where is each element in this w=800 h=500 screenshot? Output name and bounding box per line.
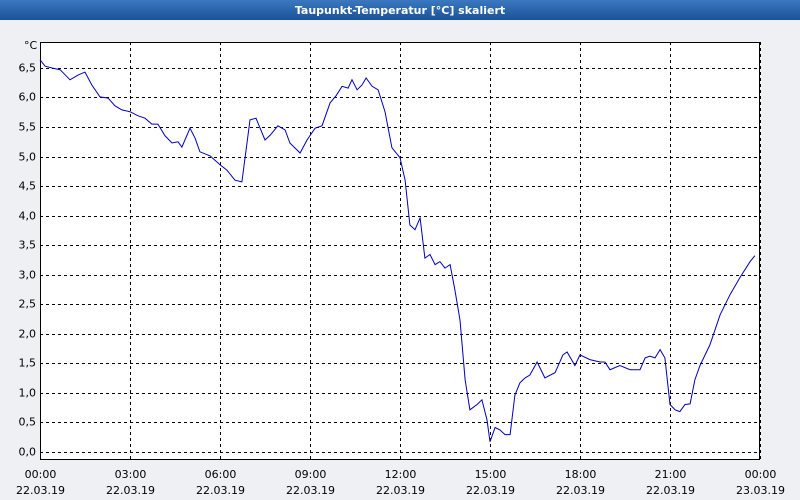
y-tick-label: 4,5 [19, 180, 37, 193]
y-tick-label: 1,5 [19, 357, 37, 370]
x-tick-label: 00:00 [745, 468, 777, 481]
x-tick-label: 03:00 [115, 468, 147, 481]
x-tick-label: 06:00 [205, 468, 237, 481]
y-tick-label: 6,5 [19, 62, 37, 75]
y-unit: °C [24, 39, 38, 52]
x-tick-date: 22.03.19 [646, 484, 695, 497]
x-tick-label: 09:00 [295, 468, 327, 481]
x-tick-date: 22.03.19 [16, 484, 65, 497]
y-tick-label: 3,5 [19, 239, 37, 252]
y-tick-label: 3,0 [19, 269, 37, 282]
x-tick-date: 22.03.19 [556, 484, 605, 497]
y-tick-label: 5,5 [19, 121, 37, 134]
x-tick-label: 18:00 [565, 468, 597, 481]
y-tick-label: 5,0 [19, 151, 37, 164]
x-tick-date: 22.03.19 [376, 484, 425, 497]
x-tick-date: 23.03.19 [736, 484, 785, 497]
data-line [39, 59, 756, 442]
y-tick-label: 0,5 [19, 416, 37, 429]
chart-title: Taupunkt-Temperatur [°C] skaliert [295, 4, 505, 17]
x-tick-label: 21:00 [655, 468, 687, 481]
x-tick-label: 00:00 [25, 468, 57, 481]
x-tick-date: 22.03.19 [196, 484, 245, 497]
plot-border [40, 42, 760, 460]
y-tick-label: 4,0 [19, 210, 37, 223]
x-tick-label: 12:00 [385, 468, 417, 481]
y-tick-label: 2,5 [19, 298, 37, 311]
x-tick-date: 22.03.19 [286, 484, 335, 497]
y-tick-label: 0,0 [19, 446, 37, 459]
title-bar [0, 0, 800, 20]
y-tick-label: 2,0 [19, 328, 37, 341]
x-tick-label: 15:00 [475, 468, 507, 481]
x-tick-date: 22.03.19 [106, 484, 155, 497]
y-tick-label: 6,0 [19, 91, 37, 104]
y-tick-label: 1,0 [19, 387, 37, 400]
x-tick-date: 22.03.19 [466, 484, 515, 497]
